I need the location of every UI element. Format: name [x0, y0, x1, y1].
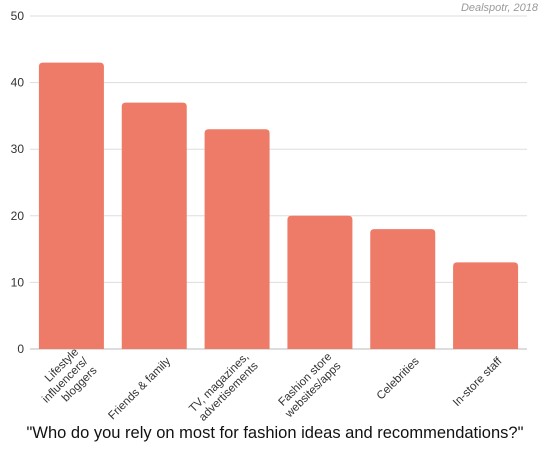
bar — [204, 129, 270, 349]
x-category-label: Lifestyleinfluencers/bloggers — [31, 346, 100, 415]
x-category-label: Celebrities — [375, 355, 422, 402]
bar — [453, 262, 519, 349]
source-note: Dealspotr, 2018 — [460, 2, 538, 14]
y-tick-label: 30 — [11, 142, 25, 156]
x-category-label: Fashion storewebsites/apps — [274, 351, 344, 421]
bar — [38, 62, 104, 350]
x-category-label: In-store staff — [451, 355, 505, 409]
y-tick-label: 10 — [11, 275, 25, 289]
chart-caption: "Who do you rely on most for fashion ide… — [26, 424, 524, 442]
bars — [38, 62, 519, 350]
y-tick-label: 20 — [11, 209, 25, 223]
y-axis-ticks: 0 10 20 30 40 50 — [11, 9, 25, 356]
bar — [370, 229, 436, 349]
x-axis-labels: Lifestyleinfluencers/bloggers Friends & f… — [31, 346, 505, 425]
y-tick-label: 50 — [11, 9, 25, 23]
x-category-label: Friends & family — [106, 355, 173, 422]
bar — [287, 215, 353, 349]
y-tick-label: 40 — [11, 76, 25, 90]
x-category-label: TV, magazines,advertisements — [187, 351, 261, 425]
gridlines — [30, 15, 527, 350]
bar — [121, 102, 187, 349]
y-tick-label: 0 — [17, 342, 24, 356]
